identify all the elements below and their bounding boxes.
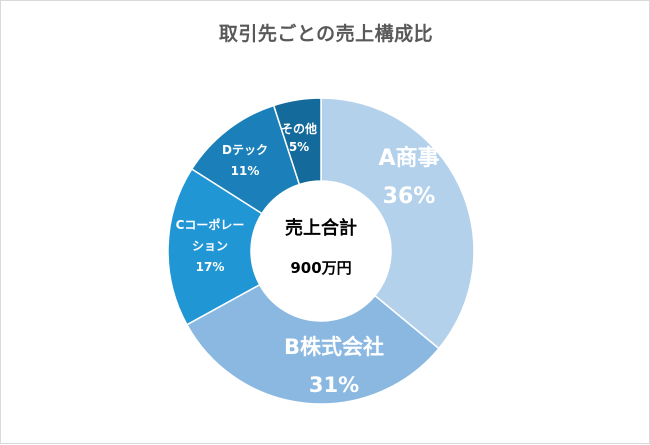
donut-slice bbox=[167, 167, 263, 326]
slice-data-label: Cコーポレー bbox=[176, 217, 245, 232]
chart-title: 取引先ごとの売上構成比 bbox=[218, 23, 434, 45]
slice-data-label: ション bbox=[192, 239, 228, 253]
donut-slice bbox=[272, 97, 322, 186]
slice-data-label: Dテック bbox=[222, 143, 268, 157]
slice-data-label: 31% bbox=[309, 373, 359, 397]
slice-data-label: 11% bbox=[231, 164, 260, 178]
center-label: 売上合計 900万円 bbox=[285, 217, 357, 277]
slice-data-label: B株式会社 bbox=[284, 335, 384, 359]
center-label-line2: 900万円 bbox=[290, 259, 351, 277]
slice-data-label: 17% bbox=[196, 260, 225, 274]
slice-data-label: 5% bbox=[289, 140, 309, 154]
center-label-line1: 売上合計 bbox=[285, 217, 357, 239]
slice-data-label: 36% bbox=[383, 184, 436, 209]
donut-slice bbox=[320, 97, 475, 350]
slice-data-label: A商事 bbox=[378, 145, 439, 171]
donut-slice bbox=[185, 283, 440, 405]
donut-slices bbox=[167, 97, 475, 405]
slice-data-label: その他 bbox=[281, 121, 317, 136]
